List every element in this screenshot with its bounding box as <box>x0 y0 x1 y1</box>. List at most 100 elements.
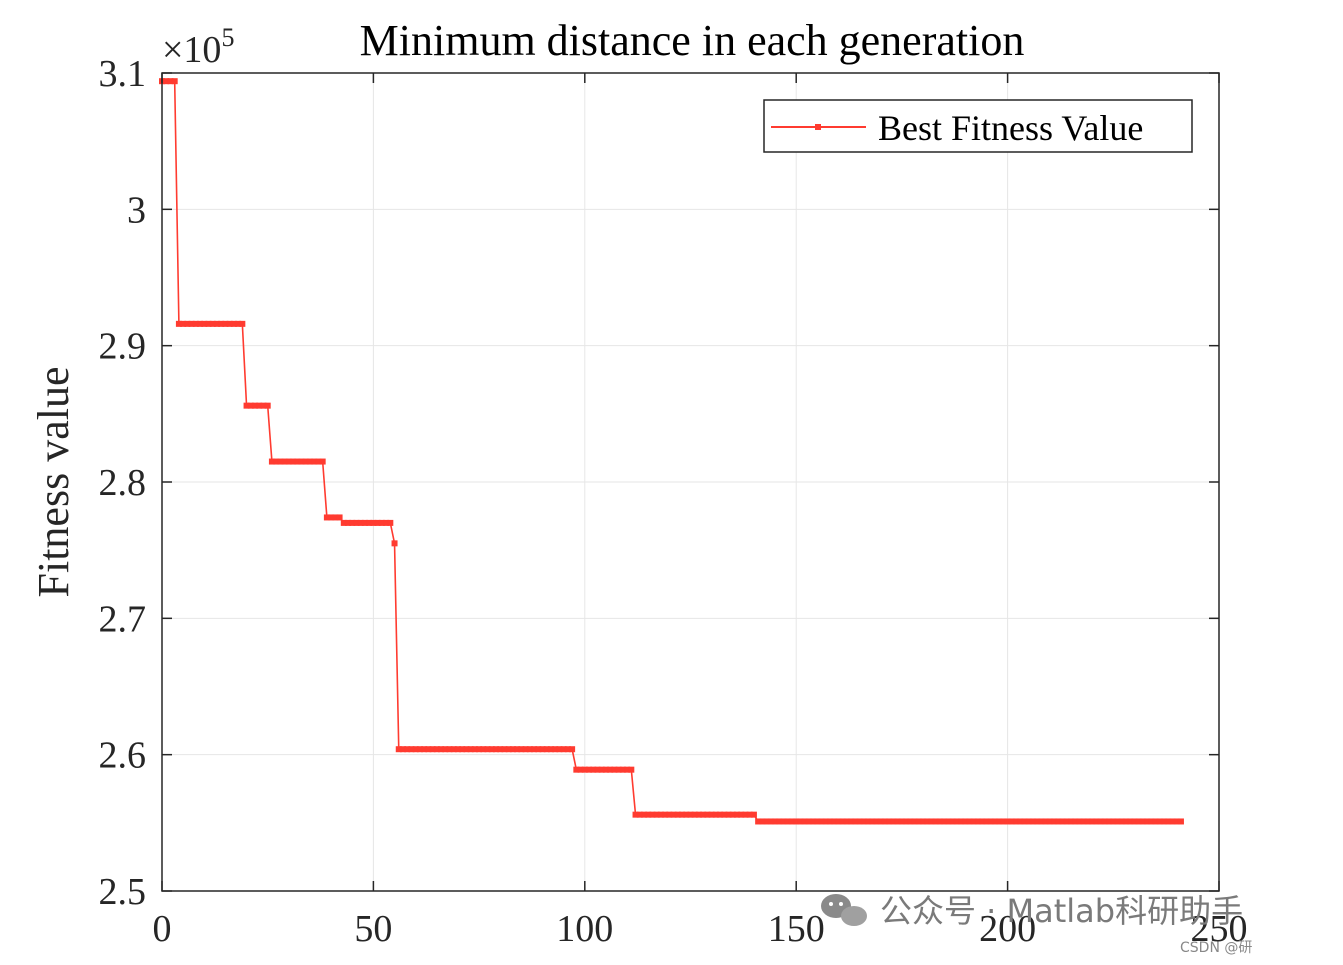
data-point <box>860 818 867 825</box>
x-tick-label: 0 <box>153 908 172 950</box>
grid-lines <box>162 73 1219 891</box>
data-point <box>839 818 846 825</box>
data-point <box>890 818 897 825</box>
data-point <box>624 766 631 773</box>
data-point <box>755 818 762 825</box>
data-point <box>750 811 757 818</box>
data-point <box>454 746 461 753</box>
data-point <box>996 818 1003 825</box>
data-point <box>501 746 508 753</box>
data-point <box>459 746 466 753</box>
data-point <box>357 519 364 526</box>
data-point <box>497 746 504 753</box>
data-point <box>201 320 208 327</box>
data-point <box>793 818 800 825</box>
data-point <box>932 818 939 825</box>
data-point <box>1029 818 1036 825</box>
data-point <box>1118 818 1125 825</box>
data-point <box>1135 818 1142 825</box>
data-point <box>915 818 922 825</box>
data-point <box>1089 818 1096 825</box>
data-point <box>412 746 419 753</box>
data-point <box>848 818 855 825</box>
data-point <box>679 811 686 818</box>
data-point <box>869 818 876 825</box>
data-point <box>188 320 195 327</box>
data-point <box>801 818 808 825</box>
data-point <box>666 811 673 818</box>
data-point <box>945 818 952 825</box>
data-point <box>1110 818 1117 825</box>
data-point <box>192 320 199 327</box>
data-point <box>235 320 242 327</box>
data-point <box>416 746 423 753</box>
data-point <box>1093 818 1100 825</box>
series-line <box>162 80 1181 823</box>
data-point <box>404 746 411 753</box>
data-point <box>975 818 982 825</box>
data-point <box>209 320 216 327</box>
data-point <box>746 811 753 818</box>
watermark-small: CSDN @研 <box>1180 940 1252 956</box>
data-point <box>171 78 178 85</box>
data-point <box>488 746 495 753</box>
data-point <box>391 540 398 547</box>
data-point <box>374 519 381 526</box>
data-point <box>1114 818 1121 825</box>
data-point <box>1000 818 1007 825</box>
data-point <box>378 519 385 526</box>
data-point <box>797 818 804 825</box>
data-point <box>687 811 694 818</box>
data-point <box>1008 818 1015 825</box>
y-exponent-power: 5 <box>221 23 234 52</box>
data-point <box>708 811 715 818</box>
data-point <box>763 818 770 825</box>
data-point <box>1025 818 1032 825</box>
data-point <box>395 746 402 753</box>
data-point <box>180 320 187 327</box>
data-point <box>590 766 597 773</box>
data-point <box>281 458 288 465</box>
data-point <box>843 818 850 825</box>
y-exponent-label: ×105 <box>162 23 234 71</box>
data-point <box>290 458 297 465</box>
data-point <box>1059 818 1066 825</box>
data-point <box>958 818 965 825</box>
data-point <box>1165 818 1172 825</box>
data-point <box>1017 818 1024 825</box>
data-point <box>552 746 559 753</box>
y-exponent-base: ×10 <box>162 29 221 71</box>
data-point <box>742 811 749 818</box>
data-point <box>370 519 377 526</box>
data-point <box>1173 818 1180 825</box>
data-point <box>1152 818 1159 825</box>
data-point <box>983 818 990 825</box>
data-point <box>1046 818 1053 825</box>
y-axis-label: Fitness value <box>29 367 78 598</box>
data-point <box>1084 818 1091 825</box>
data-point <box>480 746 487 753</box>
data-point <box>226 320 233 327</box>
data-point <box>721 811 728 818</box>
data-point <box>383 519 390 526</box>
data-point <box>564 746 571 753</box>
data-point <box>539 746 546 753</box>
data-point <box>315 458 322 465</box>
data-point <box>1131 818 1138 825</box>
data-point <box>683 811 690 818</box>
data-point <box>349 519 356 526</box>
data-point <box>636 811 643 818</box>
data-point <box>535 746 542 753</box>
data-point <box>1068 818 1075 825</box>
data-point <box>1034 818 1041 825</box>
data-point <box>581 766 588 773</box>
data-point <box>734 811 741 818</box>
data-point <box>560 746 567 753</box>
data-point <box>294 458 301 465</box>
data-point <box>1106 818 1113 825</box>
data-point <box>886 818 893 825</box>
data-point <box>924 818 931 825</box>
data-point <box>987 818 994 825</box>
data-point <box>268 458 275 465</box>
data-point <box>979 818 986 825</box>
